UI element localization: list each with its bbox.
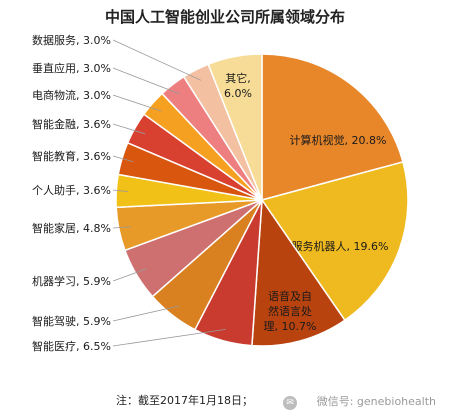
leader-line-10 [112, 94, 162, 112]
slice-label-5: 机器学习, 5.9% [32, 274, 111, 288]
leader-line-3 [112, 328, 226, 347]
slice-label-4: 智能驾驶, 5.9% [32, 314, 111, 328]
chart-title: 中国人工智能创业公司所属领域分布 [104, 8, 345, 26]
wechat-icon: ✉ [283, 396, 297, 410]
slice-label-10: 电商物流, 3.0% [32, 88, 111, 102]
footnote: 注：截至2017年1月18日； [116, 394, 253, 407]
leader-line-9 [112, 123, 146, 135]
leader-line-4 [112, 305, 180, 322]
slice-label-0: 计算机视觉, 20.8% [290, 133, 387, 147]
slice-label-8: 智能教育, 3.6% [32, 149, 111, 163]
slice-label-12: 数据服务, 3.0% [32, 33, 111, 47]
slice-label-9: 智能金融, 3.6% [32, 117, 111, 131]
leader-line-5 [112, 268, 147, 282]
slice-label-11: 垂直应用, 3.0% [32, 61, 111, 75]
slice-label-6: 智能家居, 4.8% [32, 221, 111, 235]
slice-label-1: 服务机器人, 19.6% [292, 239, 389, 253]
leader-line-11 [112, 67, 180, 95]
slice-label-3: 智能医疗, 6.5% [32, 339, 111, 353]
leader-line-6 [112, 226, 131, 229]
slice-label-13: 其它, 6.0% [224, 71, 252, 100]
leader-line-7 [112, 189, 128, 192]
leader-line-12 [112, 39, 202, 81]
watermark-text: 微信号: genebiohealth [316, 395, 436, 408]
pie-slice-1 [260, 160, 409, 322]
slice-label-7: 个人助手, 3.6% [32, 183, 111, 197]
slice-label-2: 语音及自然语言处理, 10.7% [264, 289, 317, 333]
pie-slice-2 [251, 197, 346, 347]
leader-line-8 [112, 155, 134, 163]
pie-slice-0 [261, 53, 404, 201]
pie-slice-13 [207, 53, 263, 201]
